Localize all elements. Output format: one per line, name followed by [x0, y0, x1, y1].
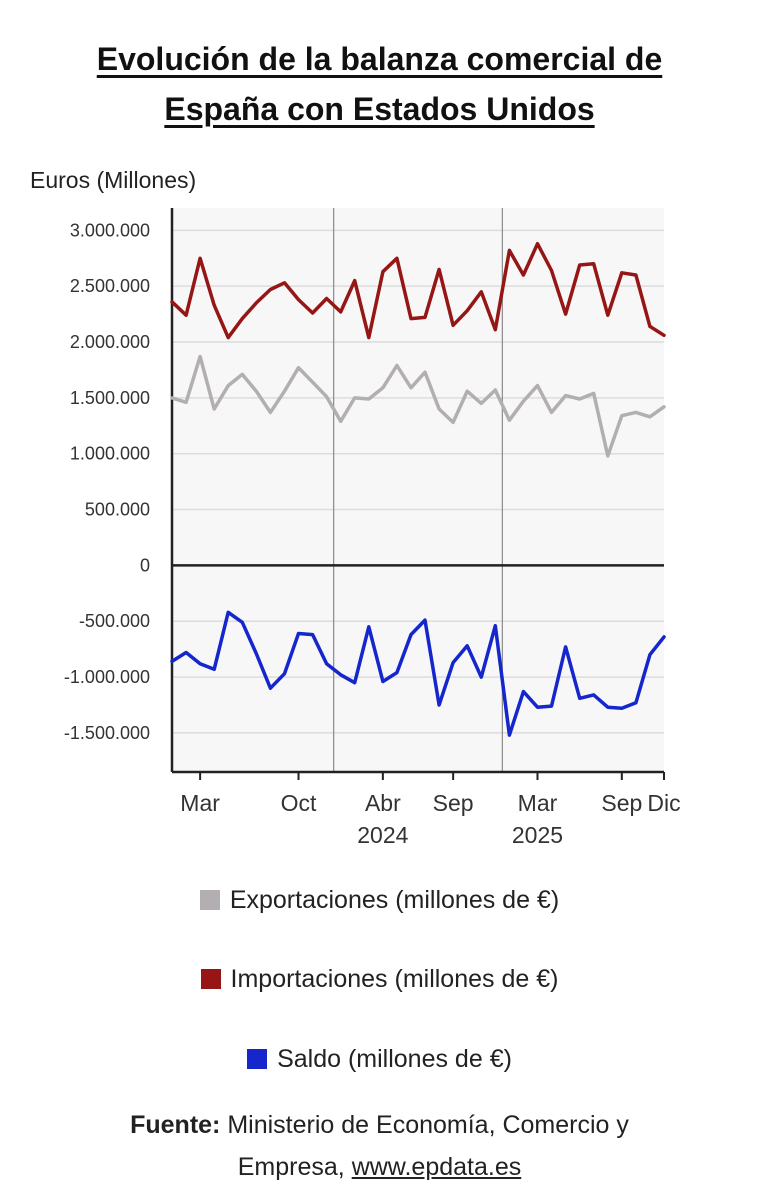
y-tick-label: 1.000.000 [70, 444, 150, 464]
x-tick-label: Mar [518, 790, 558, 816]
x-tick-label: Dic [647, 790, 680, 816]
x-tick-year-label: 2024 [357, 822, 408, 848]
plot-background [172, 208, 664, 772]
source-text: Ministerio de Economía, Comercio y [227, 1111, 629, 1139]
y-tick-label: 2.000.000 [70, 332, 150, 352]
series-line-exportaciones [170, 354, 666, 458]
legend-item-saldo[interactable]: Saldo (millones de €) [0, 1044, 759, 1074]
line-chart: Euros (Millones) 3.000.000 2.500.000 2.000.… [30, 167, 681, 848]
source-link[interactable]: www.epdata.es [351, 1153, 522, 1181]
legend-label-saldo: Saldo (millones de €) [277, 1045, 512, 1073]
chart-title-line-2: España con Estados Unidos [164, 91, 595, 127]
legend-item-exportaciones[interactable]: Exportaciones (millones de €) [0, 885, 759, 915]
y-tick-label: 2.500.000 [70, 276, 150, 296]
source-label: Fuente: [130, 1111, 221, 1139]
source-text-line-2: Empresa, [237, 1153, 352, 1181]
y-tick-label: -500.000 [79, 611, 150, 631]
y-tick-label: 0 [140, 555, 150, 575]
x-tick-label: Mar [180, 790, 220, 816]
x-tick-label: Abr [365, 790, 401, 816]
legend-swatch-saldo [247, 1049, 268, 1069]
series-line-saldo [170, 610, 666, 737]
series-line-importaciones [170, 241, 666, 340]
chart-title: Evolución de la balanza comercial de Esp… [0, 34, 759, 134]
legend-item-importaciones[interactable]: Importaciones (millones de €) [0, 964, 759, 994]
x-tick-label: Sep [433, 790, 474, 816]
y-tick-label: 500.000 [85, 500, 150, 520]
chart-title-line-1: Evolución de la balanza comercial de [96, 41, 663, 77]
y-tick-label: -1.000.000 [64, 667, 150, 687]
x-tick-label: Sep [601, 790, 642, 816]
legend-label-importaciones: Importaciones (millones de €) [230, 965, 559, 993]
y-tick-label: 1.500.000 [70, 388, 150, 408]
legend-label-exportaciones: Exportaciones (millones de €) [229, 886, 560, 914]
y-tick-label: -1.500.000 [64, 723, 150, 743]
legend-swatch-importaciones [200, 969, 221, 989]
y-axis-label: Euros (Millones) [30, 167, 196, 193]
source-note: Fuente: Ministerio de Economía, Comercio… [0, 1104, 759, 1188]
x-tick-year-label: 2025 [512, 822, 563, 848]
y-tick-label: 3.000.000 [70, 220, 150, 240]
legend-swatch-exportaciones [199, 890, 220, 910]
x-tick-label: Oct [281, 790, 317, 816]
